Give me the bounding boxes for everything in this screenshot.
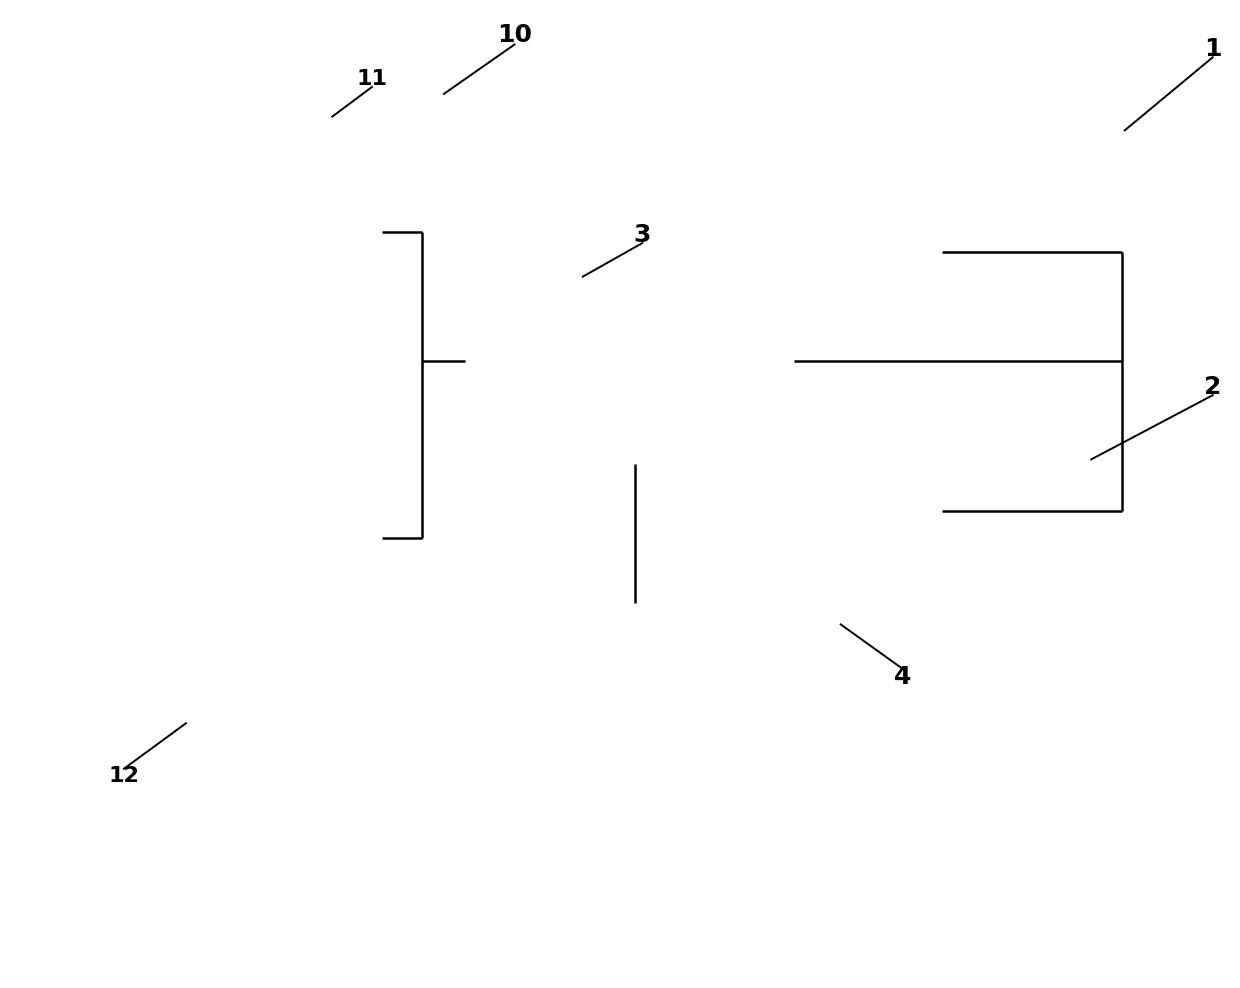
Text: 3: 3 [634, 223, 651, 247]
Text: 4: 4 [894, 665, 911, 689]
Text: 1: 1 [1204, 38, 1221, 61]
Text: 10: 10 [497, 23, 532, 46]
Text: 12: 12 [109, 766, 139, 785]
Text: 11: 11 [357, 69, 387, 89]
Text: 2: 2 [1204, 375, 1221, 399]
